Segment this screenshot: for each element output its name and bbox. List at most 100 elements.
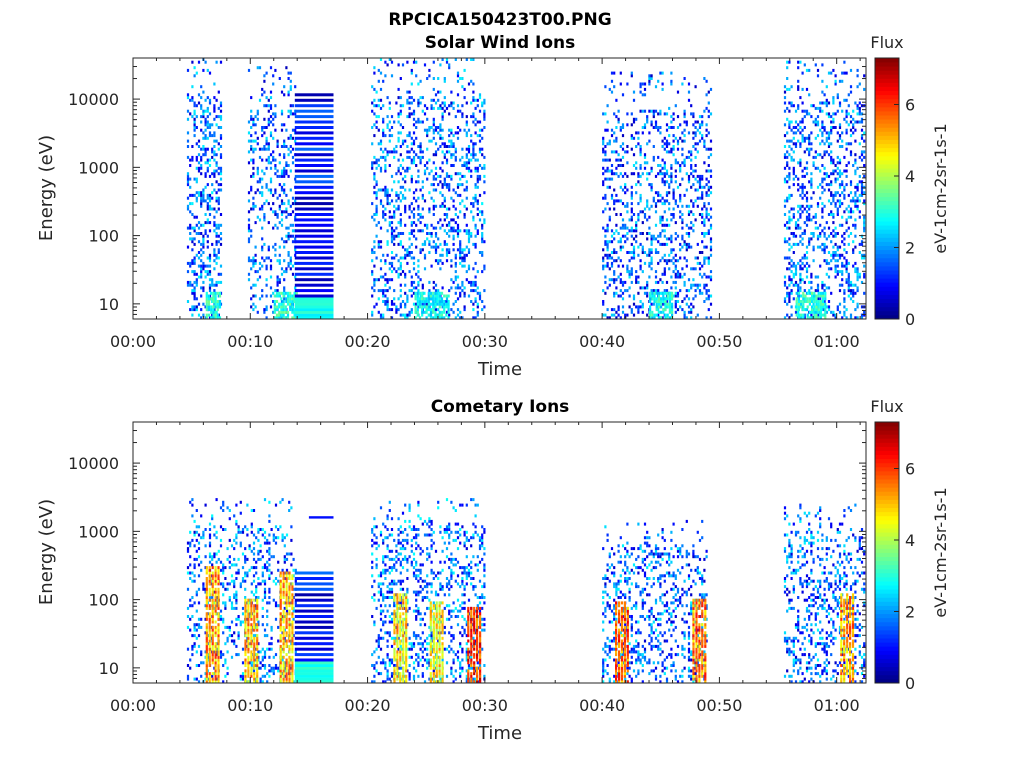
spectrogram-cell [639, 85, 642, 89]
spectrogram-cell [397, 196, 400, 200]
spectrogram-cell [819, 294, 822, 298]
spectrogram-cell [289, 79, 292, 83]
spectrogram-cell [384, 74, 387, 78]
spectrogram-cell [412, 123, 416, 127]
spectrogram-cell [408, 207, 411, 211]
spectrogram-cell [382, 215, 385, 219]
spectrogram-cell [819, 101, 822, 105]
spectrogram-cell [786, 131, 789, 135]
spectrogram-cell [663, 164, 666, 167]
spectrogram-cell [390, 60, 394, 64]
spectrogram-cell [213, 82, 216, 86]
spectrogram-cell [602, 302, 605, 306]
spectrogram-cell [810, 115, 813, 119]
spectrogram-cell [195, 142, 198, 146]
spectrogram-cell [816, 245, 820, 249]
spectrogram-cell [472, 150, 475, 154]
spectrogram-cell [632, 90, 636, 94]
spectrogram-cell [395, 193, 398, 197]
spectrogram-cell [860, 234, 864, 238]
spectrogram-cell [439, 166, 442, 170]
spectrogram-cell [440, 302, 444, 306]
spectrogram-cell [379, 71, 383, 75]
spectrogram-cell [250, 234, 253, 238]
spectrogram-cell [432, 305, 435, 309]
spectrogram-cell [211, 134, 214, 138]
spectrogram-cell [659, 242, 662, 246]
spectrogram-cell [421, 283, 424, 287]
spectrogram-cell [655, 313, 658, 317]
spectrogram-cell [841, 283, 844, 287]
spectrogram-cell [280, 223, 284, 227]
spectrogram-cell [193, 261, 196, 265]
spectrogram-cell [792, 142, 795, 146]
spectrogram-cell [613, 207, 616, 211]
spectrogram-cell [213, 251, 216, 254]
spectrogram-cell [819, 169, 822, 173]
spectrogram-cell [269, 106, 273, 110]
spectrogram-cell [202, 302, 205, 306]
spectrogram-cell [189, 666, 192, 670]
spectrogram-cell [434, 153, 438, 157]
stripe-row [294, 93, 334, 97]
spectrogram-cell [382, 291, 385, 295]
spectrogram-cell [421, 286, 424, 290]
spectrogram-cell [832, 245, 835, 249]
spectrogram-cell [289, 234, 292, 238]
spectrogram-cell [666, 313, 669, 317]
spectrogram-cell [228, 628, 231, 632]
spectrogram-cell [794, 221, 798, 225]
spectrogram-cell [465, 185, 468, 189]
spectrogram-cell [445, 174, 449, 178]
spectrogram-cell [817, 300, 820, 303]
spectrogram-cell [280, 237, 284, 241]
spectrogram-cell [843, 60, 846, 64]
spectrogram-cell [212, 316, 215, 320]
spectrogram-cell [276, 196, 279, 200]
spectrogram-cell [432, 60, 435, 64]
spectrogram-cell [476, 180, 479, 184]
spectrogram-cell [849, 142, 853, 146]
spectrogram-cell [478, 210, 482, 214]
spectrogram-cell [427, 297, 430, 301]
spectrogram-cell [397, 242, 400, 246]
spectrogram-cell [672, 139, 675, 143]
spectrogram-cell [683, 283, 686, 287]
spectrogram-cell [849, 90, 853, 94]
spectrogram-cell [606, 104, 609, 108]
spectrogram-cell [256, 278, 259, 282]
spectrogram-cell [470, 158, 473, 162]
spectrogram-cell [445, 150, 449, 154]
spectrogram-cell [604, 112, 607, 116]
spectrogram-cell [217, 106, 220, 110]
spectrogram-cell [263, 213, 266, 216]
spectrogram-cell [792, 177, 795, 181]
spectrogram-cell [692, 278, 695, 282]
spectrogram-cell [252, 283, 255, 287]
spectrogram-cell [191, 579, 194, 583]
spectrogram-cell [191, 305, 194, 309]
spectrogram-cell [646, 291, 649, 295]
spectrogram-cell [827, 275, 831, 279]
spectrogram-cell [483, 218, 486, 222]
spectrogram-cell [830, 191, 833, 195]
spectrogram-cell [416, 302, 419, 306]
spectrogram-cell [841, 183, 844, 187]
spectrogram-cell [204, 604, 207, 608]
spectrogram-cell [707, 169, 710, 173]
spectrogram-cell [200, 232, 203, 235]
spectrogram-cell [834, 191, 837, 195]
spectrogram-cell [186, 145, 190, 148]
spectrogram-cell [814, 106, 817, 110]
spectrogram-cell [685, 316, 688, 320]
spectrogram-cell [662, 310, 665, 314]
spectrogram-cell [373, 87, 376, 91]
spectrogram-cell [694, 256, 697, 260]
spectrogram-cell [216, 302, 219, 306]
spectrogram-cell [657, 234, 660, 238]
spectrogram-cell [643, 286, 647, 290]
spectrogram-cell [206, 96, 209, 100]
spectrogram-cell [476, 120, 479, 124]
spectrogram-cell [415, 60, 418, 64]
spectrogram-cell [291, 128, 295, 132]
